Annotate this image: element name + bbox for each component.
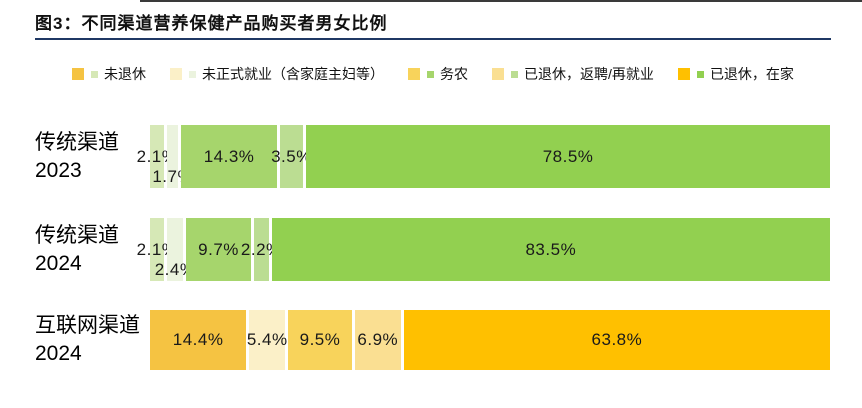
legend-swatch-green-icon xyxy=(189,70,197,78)
legend-swatch-green-icon xyxy=(696,70,704,78)
category-label-line2: 2023 xyxy=(35,158,82,182)
legend-swatch-yellow-icon xyxy=(492,68,505,80)
bar-segment: 83.5% xyxy=(271,218,830,281)
title-divider xyxy=(35,38,831,40)
top-rule xyxy=(140,0,862,2)
bar-segment: 2.1% xyxy=(137,218,177,281)
segment-value-label: 63.8% xyxy=(591,330,643,349)
legend-swatch-yellow-icon xyxy=(677,68,690,80)
segment-value-label: 83.5% xyxy=(525,239,577,259)
segment-value-label: 9.5% xyxy=(299,330,341,349)
bar-segment: 14.3% xyxy=(181,125,277,188)
figure-title: 图3：不同渠道营养保健产品购买者男女比例 xyxy=(35,14,388,33)
legend-item: 已退休，返聘/再就业 xyxy=(492,64,654,84)
bar-segment: 2.1% xyxy=(137,125,177,188)
legend: 未退休 未正式就业（含家庭主妇等） 务农 已退休，返聘/再就业 已退休，在家 xyxy=(35,63,831,85)
segment-value-label: 2.4% xyxy=(154,260,196,280)
bar-segment: 2.4% xyxy=(155,218,195,281)
bar-segment: 1.7% xyxy=(152,125,193,188)
segment-value-label: 3.5% xyxy=(271,146,312,166)
legend-swatch-yellow-icon xyxy=(72,68,85,80)
category-label: 互联网渠道 2024 xyxy=(35,312,140,368)
legend-label: 已退休，在家 xyxy=(709,66,794,82)
category-label-line1: 传统渠道 xyxy=(35,223,119,247)
chart-row: 互联网渠道 2024 14.4% 5.4% 9.5% 6.9% 63.8% xyxy=(0,310,862,370)
category-label-line1: 互联网渠道 xyxy=(35,314,140,337)
bar-segment: 6.9% xyxy=(354,310,401,370)
bar-segment: 9.5% xyxy=(288,310,352,370)
legend-item: 已退休，在家 xyxy=(677,64,794,84)
stacked-bar: 14.4% 5.4% 9.5% 6.9% 63.8% xyxy=(150,310,830,370)
segment-value-label: 5.4% xyxy=(246,330,288,349)
legend-swatch-green-icon xyxy=(91,70,99,78)
legend-label: 务农 xyxy=(440,66,469,82)
stacked-bar: 2.1% 2.4% 9.7% 2.2% 83.5% xyxy=(137,218,830,281)
segment-value-label: 2.1% xyxy=(136,146,178,166)
category-label: 传统渠道 2023 xyxy=(35,129,119,185)
legend-label: 已退休，返聘/再就业 xyxy=(524,66,654,82)
chart-row: 传统渠道 2023 2.1% 1.7% 14.3% 3.5% 78.5% xyxy=(0,125,862,188)
bar-segment: 14.4% xyxy=(150,310,247,370)
segment-value-label: 2.2% xyxy=(240,239,282,259)
bar-segment: 5.4% xyxy=(246,310,288,370)
legend-swatch-yellow-icon xyxy=(408,68,421,80)
legend-label: 未退休 xyxy=(104,66,147,82)
legend-label: 未正式就业（含家庭主妇等） xyxy=(202,66,385,82)
legend-item: 务农 xyxy=(408,64,468,84)
legend-swatch-green-icon xyxy=(427,70,435,78)
legend-swatch-green-icon xyxy=(511,70,519,78)
legend-item: 未退休 xyxy=(72,64,146,84)
chart-row: 传统渠道 2024 2.1% 2.4% 9.7% 2.2% 83.5% xyxy=(0,218,862,281)
category-label-line2: 2024 xyxy=(35,251,82,275)
bar-segment: 9.7% xyxy=(186,218,251,281)
segment-value-label: 14.4% xyxy=(172,330,224,349)
segment-value-label: 9.7% xyxy=(198,239,239,259)
segment-value-label: 6.9% xyxy=(357,330,399,349)
category-label-line1: 传统渠道 xyxy=(35,130,119,154)
bar-segment: 78.5% xyxy=(306,125,830,188)
stacked-bar: 2.1% 1.7% 14.3% 3.5% 78.5% xyxy=(137,125,830,188)
category-label-line2: 2024 xyxy=(35,342,82,365)
segment-value-label: 2.1% xyxy=(136,239,178,259)
segment-value-label: 78.5% xyxy=(542,146,594,166)
bar-segment: 63.8% xyxy=(403,310,830,370)
bar-segment: 3.5% xyxy=(271,125,311,188)
legend-swatch-yellow-icon xyxy=(170,68,183,80)
bar-segment: 2.2% xyxy=(241,218,281,281)
legend-item: 未正式就业（含家庭主妇等） xyxy=(170,64,384,84)
segment-value-label: 14.3% xyxy=(203,146,255,166)
category-label: 传统渠道 2024 xyxy=(35,222,119,278)
